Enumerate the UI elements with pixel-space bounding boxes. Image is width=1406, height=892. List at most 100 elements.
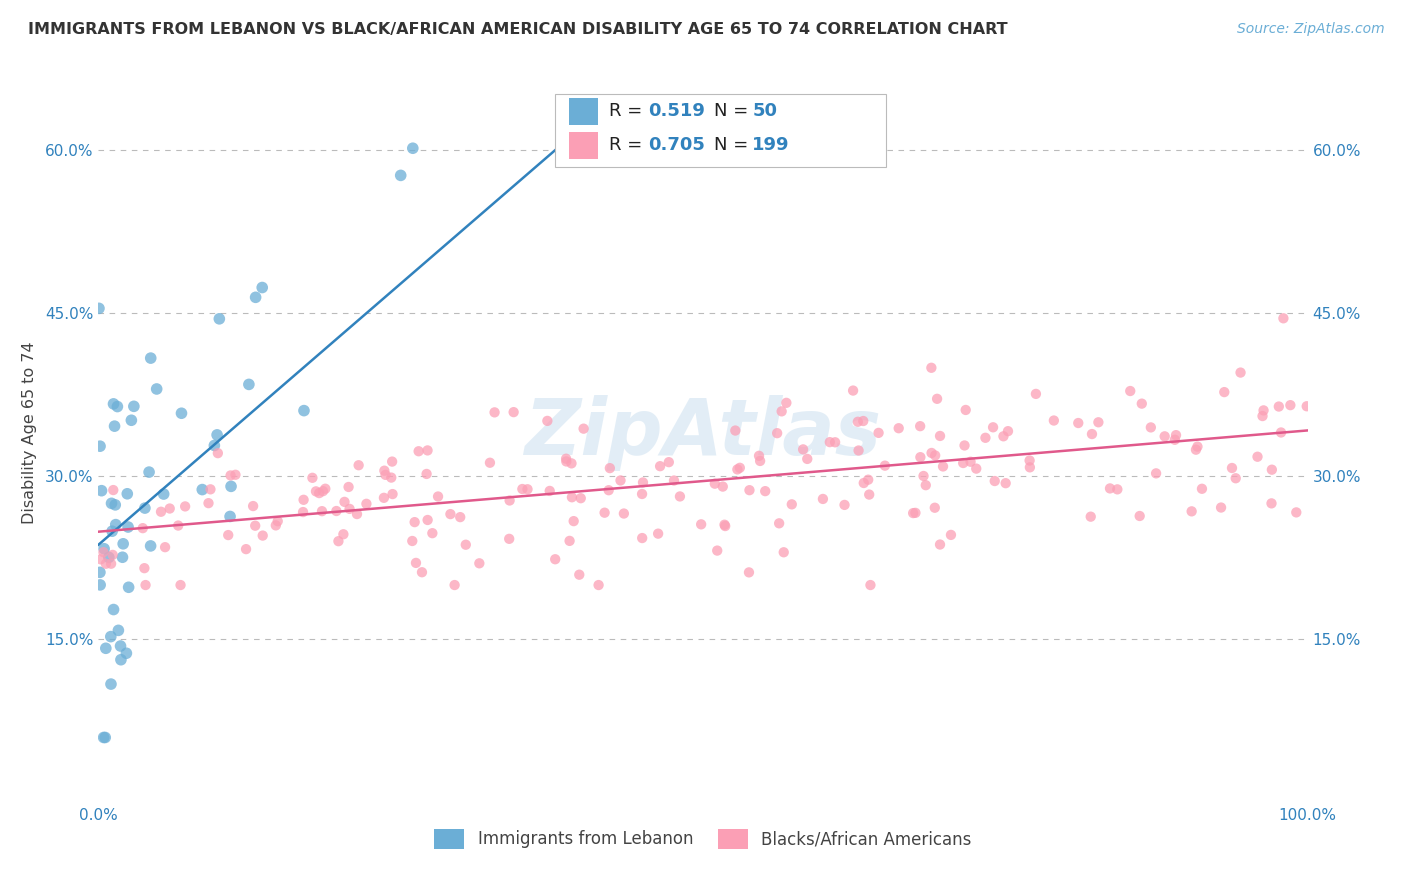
Point xyxy=(138,465,160,479)
Point xyxy=(197,496,219,510)
Point xyxy=(834,498,856,512)
Point xyxy=(89,439,111,453)
Point xyxy=(713,517,735,532)
Point xyxy=(498,493,520,508)
Point xyxy=(1018,460,1040,475)
Point xyxy=(93,731,115,745)
Point xyxy=(267,514,290,528)
Point xyxy=(703,476,725,491)
Point xyxy=(404,515,426,529)
Point xyxy=(868,425,890,440)
Point xyxy=(714,519,737,533)
Point xyxy=(89,566,111,580)
Point xyxy=(415,467,437,481)
Point xyxy=(1025,387,1047,401)
Point xyxy=(145,382,167,396)
Point xyxy=(1144,467,1167,481)
Point xyxy=(842,384,865,398)
Point xyxy=(647,526,669,541)
Point xyxy=(427,490,450,504)
Point xyxy=(662,474,685,488)
Point xyxy=(754,484,776,499)
Point xyxy=(858,487,880,501)
Point xyxy=(405,556,427,570)
Point xyxy=(100,557,122,571)
Point xyxy=(381,487,404,501)
Point xyxy=(167,518,190,533)
Point xyxy=(339,501,361,516)
Point xyxy=(538,483,561,498)
Point xyxy=(373,491,395,505)
Point xyxy=(965,461,987,475)
Point xyxy=(955,403,977,417)
Point xyxy=(408,444,430,458)
Point xyxy=(824,435,846,450)
Point xyxy=(87,301,110,316)
Point xyxy=(772,545,794,559)
Point xyxy=(439,507,461,521)
Point xyxy=(512,482,534,496)
Point xyxy=(952,456,974,470)
Point xyxy=(134,501,156,516)
Point xyxy=(224,467,246,482)
Point xyxy=(1087,415,1109,429)
Point xyxy=(1268,400,1291,414)
Point xyxy=(561,490,583,504)
Point xyxy=(572,422,595,436)
Point xyxy=(856,473,879,487)
Point xyxy=(90,552,112,566)
Point xyxy=(498,532,520,546)
Point xyxy=(94,731,117,745)
Point xyxy=(100,677,122,691)
Point xyxy=(454,538,477,552)
Point xyxy=(560,456,582,470)
Point xyxy=(811,491,834,506)
Point xyxy=(443,578,465,592)
Point xyxy=(1270,425,1292,440)
Point xyxy=(89,578,111,592)
Point xyxy=(1272,311,1295,326)
Point xyxy=(908,419,931,434)
Text: 199: 199 xyxy=(752,136,790,154)
Point xyxy=(848,443,870,458)
Point xyxy=(920,360,942,375)
Point xyxy=(959,455,981,469)
Point xyxy=(402,141,425,155)
Point xyxy=(347,458,370,473)
Point xyxy=(373,464,395,478)
Point xyxy=(994,476,1017,491)
Point xyxy=(925,392,948,406)
Point xyxy=(245,290,267,304)
Point xyxy=(207,446,229,460)
Point xyxy=(516,482,538,496)
Point xyxy=(1067,416,1090,430)
Point xyxy=(312,484,335,499)
Point xyxy=(135,578,157,592)
Point xyxy=(305,484,328,499)
Point xyxy=(738,483,761,498)
Point xyxy=(749,454,772,468)
Point xyxy=(153,540,176,554)
Point xyxy=(245,518,267,533)
Point xyxy=(191,483,214,497)
Point xyxy=(711,479,734,493)
Point xyxy=(536,414,558,428)
Point xyxy=(346,507,368,521)
Point xyxy=(852,414,875,428)
Point xyxy=(100,496,122,510)
Point xyxy=(242,499,264,513)
Point xyxy=(380,470,402,484)
Point xyxy=(846,415,869,429)
Point xyxy=(598,483,620,498)
Point xyxy=(1181,504,1204,518)
Point xyxy=(706,543,728,558)
Point xyxy=(932,459,955,474)
Point xyxy=(1153,429,1175,443)
Text: N =: N = xyxy=(714,103,754,120)
Point xyxy=(1246,450,1268,464)
Point xyxy=(389,169,412,183)
Point xyxy=(356,497,378,511)
Point xyxy=(219,509,242,524)
Point xyxy=(953,438,976,452)
Point xyxy=(100,630,122,644)
